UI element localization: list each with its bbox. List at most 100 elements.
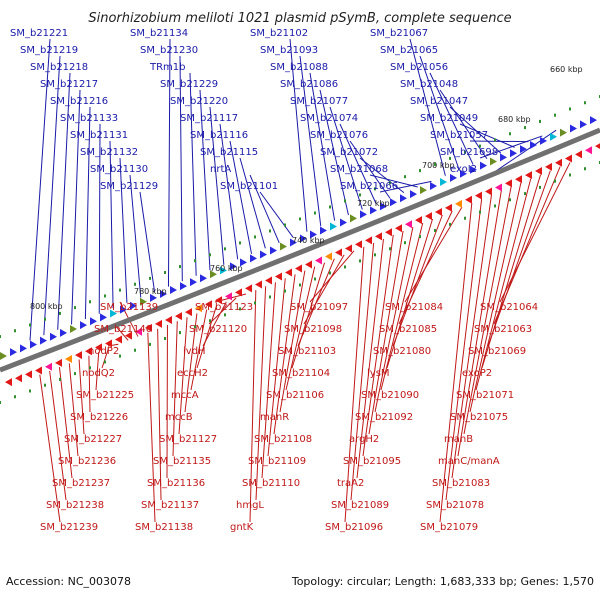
- reverse-gene-feature[interactable]: [425, 212, 432, 221]
- forward-gene-label[interactable]: SM_b21134: [130, 28, 188, 39]
- forward-gene-feature[interactable]: [310, 230, 317, 239]
- forward-gene-label[interactable]: SM_b21086: [280, 79, 338, 90]
- forward-gene-label[interactable]: SM_b21102: [250, 28, 308, 39]
- forward-gene-feature[interactable]: [260, 250, 267, 259]
- forward-gene-feature[interactable]: [30, 340, 37, 349]
- forward-gene-feature[interactable]: [60, 328, 67, 337]
- reverse-gene-feature[interactable]: [35, 366, 42, 375]
- reverse-gene-label[interactable]: manR: [260, 412, 289, 423]
- reverse-gene-label[interactable]: SM_b21090: [361, 390, 419, 401]
- reverse-gene-feature[interactable]: [145, 323, 152, 332]
- reverse-gene-label[interactable]: SM_b21120: [189, 324, 247, 335]
- forward-gene-feature[interactable]: [100, 313, 107, 322]
- reverse-gene-feature[interactable]: [565, 154, 572, 163]
- reverse-gene-feature[interactable]: [485, 187, 492, 196]
- forward-gene-feature[interactable]: [240, 258, 247, 267]
- forward-gene-feature[interactable]: [20, 344, 27, 353]
- reverse-gene-feature[interactable]: [5, 378, 12, 387]
- forward-gene-feature[interactable]: [350, 214, 357, 223]
- reverse-gene-feature[interactable]: [155, 319, 162, 328]
- reverse-gene-label[interactable]: SM_b21137: [141, 500, 199, 511]
- forward-gene-label[interactable]: SM_b21067: [370, 28, 428, 39]
- reverse-gene-feature[interactable]: [225, 292, 232, 301]
- reverse-gene-label[interactable]: SM_b21084: [385, 302, 443, 313]
- reverse-gene-feature[interactable]: [295, 264, 302, 273]
- reverse-gene-label[interactable]: SM_b21139: [100, 302, 158, 313]
- reverse-gene-label[interactable]: SM_b21098: [284, 324, 342, 335]
- forward-gene-feature[interactable]: [460, 169, 467, 178]
- reverse-gene-feature[interactable]: [445, 203, 452, 212]
- forward-gene-label[interactable]: exoI2: [450, 164, 477, 175]
- reverse-gene-feature[interactable]: [255, 280, 262, 289]
- reverse-gene-feature[interactable]: [245, 284, 252, 293]
- forward-gene-label[interactable]: SM_b21066: [340, 181, 398, 192]
- reverse-gene-label[interactable]: SM_b21103: [278, 346, 336, 357]
- forward-gene-feature[interactable]: [470, 165, 477, 174]
- reverse-gene-feature[interactable]: [455, 199, 462, 208]
- reverse-gene-feature[interactable]: [265, 276, 272, 285]
- reverse-gene-label[interactable]: SM_b21123: [195, 302, 253, 313]
- reverse-gene-feature[interactable]: [275, 272, 282, 281]
- forward-gene-feature[interactable]: [330, 222, 337, 231]
- forward-gene-feature[interactable]: [550, 132, 557, 141]
- reverse-gene-feature[interactable]: [335, 248, 342, 257]
- forward-gene-feature[interactable]: [190, 278, 197, 287]
- reverse-gene-feature[interactable]: [395, 224, 402, 233]
- reverse-gene-label[interactable]: SM_b21138: [135, 522, 193, 533]
- forward-gene-label[interactable]: TRm1b: [149, 62, 186, 73]
- forward-gene-label[interactable]: SM_b21219: [20, 45, 78, 56]
- reverse-gene-label[interactable]: SM_b21226: [70, 412, 128, 423]
- reverse-gene-feature[interactable]: [215, 296, 222, 305]
- reverse-gene-feature[interactable]: [365, 236, 372, 245]
- forward-gene-feature[interactable]: [580, 120, 587, 129]
- forward-gene-feature[interactable]: [370, 206, 377, 215]
- forward-gene-label[interactable]: SM_b21068: [330, 164, 388, 175]
- reverse-gene-feature[interactable]: [285, 268, 292, 277]
- reverse-gene-label[interactable]: mccB: [165, 412, 193, 423]
- forward-gene-feature[interactable]: [140, 297, 147, 306]
- reverse-gene-feature[interactable]: [315, 256, 322, 265]
- reverse-gene-label[interactable]: SM_b21096: [325, 522, 383, 533]
- forward-gene-feature[interactable]: [320, 226, 327, 235]
- reverse-gene-label[interactable]: SM_b21135: [153, 456, 211, 467]
- reverse-gene-label[interactable]: SM_b21075: [450, 412, 508, 423]
- forward-gene-feature[interactable]: [50, 332, 57, 341]
- reverse-gene-label[interactable]: exoP2: [462, 368, 492, 379]
- forward-gene-feature[interactable]: [390, 198, 397, 207]
- forward-gene-label[interactable]: SM_b21129: [100, 181, 158, 192]
- forward-gene-feature[interactable]: [210, 270, 217, 279]
- forward-gene-feature[interactable]: [400, 194, 407, 203]
- reverse-gene-feature[interactable]: [475, 191, 482, 200]
- reverse-gene-label[interactable]: SM_b21069: [468, 346, 526, 357]
- reverse-gene-label[interactable]: SM_b21106: [266, 390, 324, 401]
- forward-gene-feature[interactable]: [560, 128, 567, 137]
- forward-gene-label[interactable]: SM_b21065: [380, 45, 438, 56]
- reverse-gene-label[interactable]: ivdH: [183, 346, 206, 357]
- reverse-gene-feature[interactable]: [45, 362, 52, 371]
- reverse-gene-feature[interactable]: [55, 358, 62, 367]
- reverse-gene-feature[interactable]: [575, 150, 582, 159]
- reverse-gene-label[interactable]: SM_b21140: [94, 324, 152, 335]
- reverse-gene-label[interactable]: nodQ2: [82, 368, 115, 379]
- reverse-gene-label[interactable]: SM_b21236: [58, 456, 116, 467]
- forward-gene-feature[interactable]: [130, 301, 137, 310]
- forward-gene-feature[interactable]: [540, 136, 547, 145]
- forward-gene-feature[interactable]: [360, 210, 367, 219]
- forward-gene-label[interactable]: SM_b21049: [420, 113, 478, 124]
- forward-gene-feature[interactable]: [530, 141, 537, 150]
- reverse-gene-label[interactable]: SM_b21079: [420, 522, 478, 533]
- reverse-gene-label[interactable]: SM_b21127: [159, 434, 217, 445]
- reverse-gene-label[interactable]: mccA: [171, 390, 199, 401]
- reverse-gene-feature[interactable]: [325, 252, 332, 261]
- reverse-gene-feature[interactable]: [105, 339, 112, 348]
- reverse-gene-label[interactable]: SM_b21109: [248, 456, 306, 467]
- forward-gene-label[interactable]: SM_b21047: [410, 96, 468, 107]
- reverse-gene-label[interactable]: SM_b21083: [432, 478, 490, 489]
- forward-gene-label[interactable]: SM_b21056: [390, 62, 448, 73]
- reverse-gene-feature[interactable]: [115, 335, 122, 344]
- reverse-gene-label[interactable]: SM_b21095: [343, 456, 401, 467]
- forward-gene-feature[interactable]: [520, 145, 527, 154]
- reverse-gene-feature[interactable]: [195, 304, 202, 313]
- reverse-gene-label[interactable]: SM_b21089: [331, 500, 389, 511]
- reverse-gene-label[interactable]: nodP2: [88, 346, 119, 357]
